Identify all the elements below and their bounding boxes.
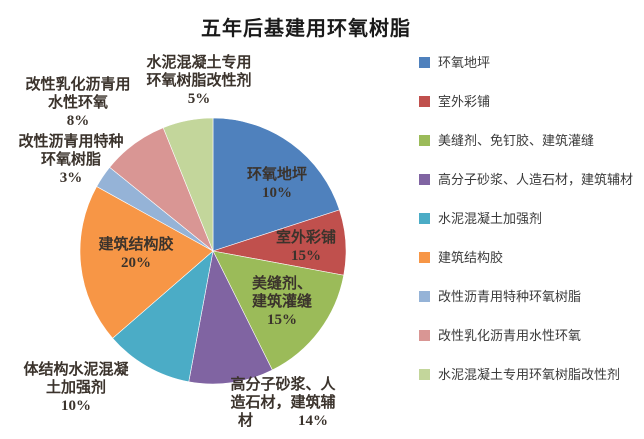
- legend: 环氧地坪室外彩铺美缝剂、免钉胶、建筑灌缝高分子砂浆、人造石材，建筑辅材 水泥混凝土…: [419, 54, 633, 405]
- pie-data-label-line: 美缝剂、: [251, 276, 312, 292]
- pie-data-label-line: 8%: [66, 113, 90, 129]
- pie-data-label: 水泥混凝土专用 环氧树脂改性剂 5%: [134, 54, 264, 108]
- pie-data-label: 改性沥青用特种 环氧树脂 3%: [6, 133, 136, 187]
- legend-swatch: [419, 252, 430, 263]
- pie-slice-3: [212, 250, 345, 371]
- legend-item: 环氧地坪: [419, 54, 633, 72]
- pie-data-label-line: 造石材，建筑辅: [230, 395, 336, 411]
- pie-data-label-line: 10%: [61, 398, 91, 414]
- legend-swatch: [419, 369, 430, 380]
- legend-swatch: [419, 135, 430, 146]
- legend-item-label: 高分子砂浆、人造石材，建筑辅材: [438, 172, 634, 187]
- pie-data-label-line: 土加强剂: [45, 380, 106, 396]
- legend-item: 高分子砂浆、人造石材，建筑辅材: [419, 171, 633, 189]
- pie-data-label: 高分子砂浆、人 造石材，建筑辅材 14%: [218, 376, 348, 430]
- pie-data-label: 环氧地坪 10%: [222, 166, 332, 202]
- pie-slice-1: [212, 117, 340, 252]
- pie-data-label-line: 15%: [267, 312, 297, 328]
- pie-data-label-line: 环氧树脂: [40, 152, 101, 168]
- legend-item-label: 室外彩铺: [438, 94, 491, 109]
- legend-item: 水泥混凝土加强剂: [419, 210, 633, 228]
- legend-item-label: 美缝剂、免钉胶、建筑灌缝: [438, 133, 595, 148]
- legend-item-label: 水泥混凝土专用环氧树脂改性剂: [438, 367, 621, 382]
- legend-item-label: 环氧地坪: [438, 55, 491, 70]
- legend-swatch: [419, 57, 430, 68]
- pie-data-label-line: 3%: [59, 170, 83, 186]
- pie-data-label-line: 改性乳化沥青用: [25, 77, 131, 93]
- legend-item: 水泥混凝土专用环氧树脂改性剂: [419, 366, 633, 384]
- pie-data-label-line: 20%: [121, 255, 151, 271]
- legend-item: 建筑结构胶: [419, 249, 633, 267]
- pie-data-label-line: 环氧地坪: [246, 167, 307, 183]
- pie-data-label-line: 5%: [187, 91, 211, 107]
- legend-item-label: 改性乳化沥青用水性环氧: [438, 328, 582, 343]
- legend-item-label: 改性沥青用特种环氧树脂: [438, 289, 582, 304]
- chart-title: 五年后基建用环氧树脂: [201, 18, 411, 40]
- legend-item: 改性乳化沥青用水性环氧: [419, 327, 633, 345]
- pie-data-label-line: 材 14%: [237, 413, 328, 429]
- legend-item: 美缝剂、免钉胶、建筑灌缝: [419, 132, 633, 150]
- pie-data-label: 室外彩铺 15%: [251, 229, 361, 265]
- pie-data-label: 改性乳化沥青用 水性环氧 8%: [13, 76, 143, 130]
- pie-data-label: 建筑结构胶 20%: [76, 236, 196, 272]
- pie-data-label-line: 建筑结构胶: [98, 237, 174, 253]
- pie-data-label-line: 改性沥青用特种: [18, 134, 124, 150]
- legend-item: 室外彩铺: [419, 93, 633, 111]
- legend-swatch: [419, 174, 430, 185]
- legend-item-label: 建筑结构胶: [438, 250, 504, 265]
- pie-data-label-line: 室外彩铺: [275, 230, 336, 246]
- pie-slice-6: [79, 186, 214, 339]
- pie-data-label-line: 建筑灌缝: [251, 294, 312, 310]
- pie-slice-5: [112, 250, 214, 383]
- legend-item: 改性沥青用特种环氧树脂: [419, 288, 633, 306]
- legend-swatch: [419, 330, 430, 341]
- legend-item-label: 水泥混凝土加强剂: [438, 211, 543, 226]
- pie-data-label-line: 水泥混凝土专用: [146, 55, 252, 71]
- pie-data-label-line: 10%: [262, 185, 292, 201]
- pie-data-label-line: 体结构水泥混凝: [23, 362, 129, 378]
- pie-slice-9: [162, 117, 214, 252]
- pie-data-label: 美缝剂、建筑灌缝 15%: [227, 275, 337, 329]
- pie-data-label-line: 高分子砂浆、人: [230, 377, 336, 393]
- legend-swatch: [419, 213, 430, 224]
- legend-swatch: [419, 96, 430, 107]
- pie-data-label-line: 环氧树脂改性剂: [146, 73, 252, 89]
- pie-data-label: 体结构水泥混凝 土加强剂 10%: [11, 361, 141, 415]
- pie-slice-4: [188, 250, 273, 385]
- legend-swatch: [419, 291, 430, 302]
- pie-data-label-line: 15%: [291, 248, 321, 264]
- pie-data-label-line: 水性环氧: [47, 95, 108, 111]
